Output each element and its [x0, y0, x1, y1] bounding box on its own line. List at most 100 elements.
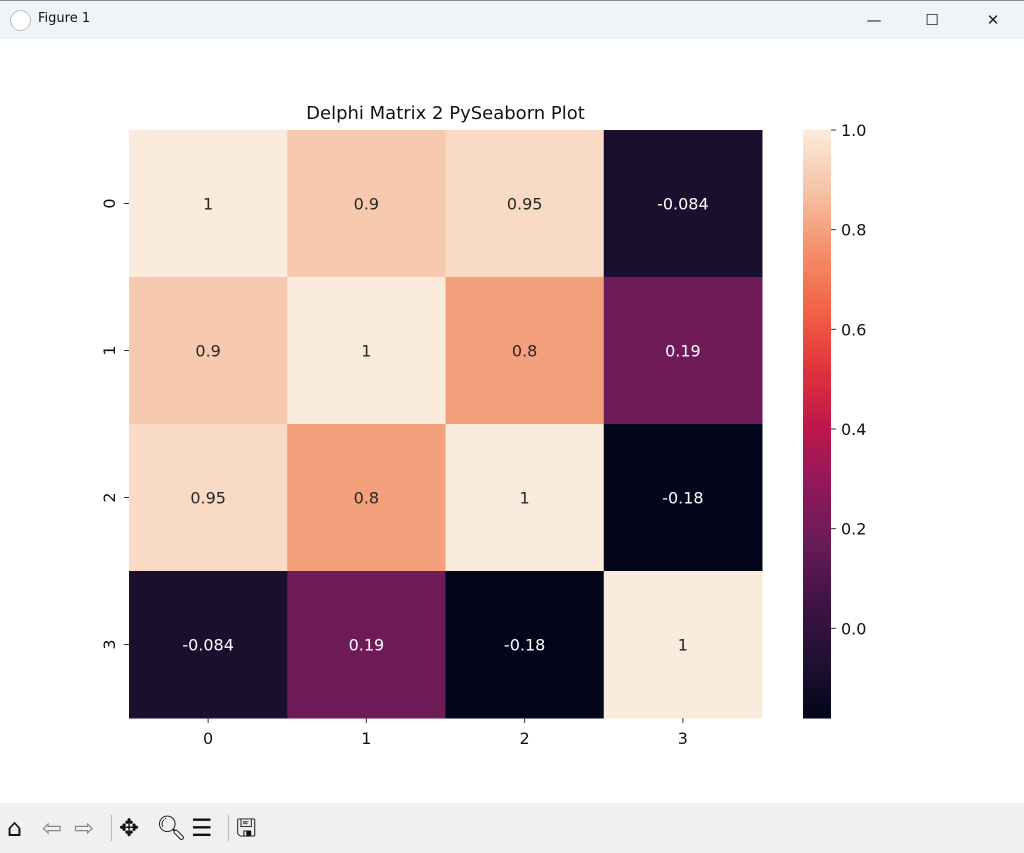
home-icon[interactable]: ⌂	[7, 814, 23, 842]
colorbar-segment	[803, 276, 831, 279]
colorbar-segment	[803, 466, 831, 469]
colorbar-segment	[803, 266, 831, 269]
heatmap-cell	[287, 277, 446, 425]
colorbar-segment	[803, 188, 831, 191]
heatmap-cell	[287, 571, 446, 719]
colorbar-segment	[803, 192, 831, 195]
colorbar-segment	[803, 474, 831, 477]
colorbar-segment	[803, 146, 831, 149]
zoom-icon[interactable]: 🔍︎	[156, 814, 187, 842]
colorbar-segment	[803, 506, 831, 509]
colorbar-segment	[803, 348, 831, 351]
colorbar-segment	[803, 490, 831, 493]
colorbar-segment	[803, 422, 831, 425]
colorbar-segment	[803, 456, 831, 459]
back-icon[interactable]: ⇦	[42, 814, 63, 842]
colorbar-segment	[803, 688, 831, 691]
colorbar-segment	[803, 448, 831, 451]
colorbar-segment	[803, 444, 831, 447]
toolbar-separator	[228, 815, 229, 841]
cell-annotation: -0.084	[182, 636, 234, 655]
colorbar-segment	[803, 334, 831, 337]
colorbar-segment	[803, 536, 831, 539]
colorbar-segment	[803, 610, 831, 613]
colorbar-segment	[803, 486, 831, 489]
colorbar-segment	[803, 670, 831, 673]
colorbar-segment	[803, 516, 831, 519]
colorbar-segment	[803, 182, 831, 185]
colorbar-segment	[803, 344, 831, 347]
colorbar-segment	[803, 220, 831, 223]
colorbar-segment	[803, 200, 831, 203]
forward-icon[interactable]: ⇨	[74, 814, 95, 842]
colorbar-segment	[803, 542, 831, 545]
colorbar-segment	[803, 590, 831, 593]
colorbar-segment	[803, 652, 831, 655]
colorbar-segment	[803, 406, 831, 409]
save-icon[interactable]: 🖫	[236, 814, 257, 842]
heatmap-cell	[287, 130, 446, 278]
colorbar-segment	[803, 368, 831, 371]
colorbar-segment	[803, 410, 831, 413]
colorbar-segment	[803, 582, 831, 585]
colorbar-segment	[803, 208, 831, 211]
heatmap-cell	[603, 277, 763, 425]
colorbar-segment	[803, 580, 831, 583]
colorbar-segment	[803, 308, 831, 311]
colorbar-segment	[803, 286, 831, 289]
cell-annotation: 1	[361, 342, 371, 361]
colorbar-segment	[803, 268, 831, 271]
colorbar-segment	[803, 170, 831, 173]
colorbar-segment	[803, 612, 831, 615]
colorbar-segment	[803, 168, 831, 171]
colorbar-segment	[803, 606, 831, 609]
colorbar-segment	[803, 560, 831, 563]
colorbar-segment	[803, 696, 831, 699]
configure-subplots-icon[interactable]: ☰	[191, 814, 213, 842]
close-button[interactable]: ✕	[986, 11, 1000, 29]
colorbar-segment	[803, 316, 831, 319]
colorbar-segment	[803, 310, 831, 313]
colorbar-segment	[803, 164, 831, 167]
colorbar-segment	[803, 584, 831, 587]
colorbar-segment	[803, 546, 831, 549]
colorbar-segment	[803, 468, 831, 471]
heatmap-cell	[445, 424, 605, 572]
colorbar-segment	[803, 442, 831, 445]
colorbar-segment	[803, 380, 831, 383]
colorbar-segment	[803, 556, 831, 559]
colorbar-segment	[803, 256, 831, 259]
heatmap-cell	[445, 130, 605, 278]
colorbar-segment	[803, 366, 831, 369]
colorbar-segment	[803, 330, 831, 333]
colorbar-segment	[803, 438, 831, 441]
colorbar-segment	[803, 596, 831, 599]
cell-annotation: 0.9	[195, 342, 220, 361]
heatmap-cell	[129, 571, 288, 719]
colorbar-segment	[803, 550, 831, 553]
colorbar-segment	[803, 636, 831, 639]
maximize-button[interactable]: ☐	[925, 11, 939, 29]
colorbar-segment	[803, 364, 831, 367]
colorbar-segment	[803, 712, 831, 715]
pan-icon[interactable]: ✥	[119, 814, 140, 842]
colorbar-segment	[803, 194, 831, 197]
y-tick-label: 2	[100, 492, 119, 502]
minimize-button[interactable]: —	[866, 11, 882, 29]
colorbar-segment	[803, 662, 831, 665]
colorbar-tick-label: 0.2	[841, 520, 866, 539]
x-tick-label: 3	[678, 729, 688, 748]
colorbar-segment	[803, 346, 831, 349]
heatmap-cell	[445, 571, 605, 719]
colorbar-segment	[803, 134, 831, 137]
colorbar-segment	[803, 526, 831, 529]
colorbar-segment	[803, 528, 831, 531]
colorbar-segment	[803, 416, 831, 419]
colorbar-segment	[803, 464, 831, 467]
x-tick-label: 2	[520, 729, 530, 748]
colorbar-segment	[803, 210, 831, 213]
colorbar-segment	[803, 234, 831, 237]
colorbar-segment	[803, 478, 831, 481]
cell-annotation: 1	[678, 636, 688, 655]
colorbar-segment	[803, 544, 831, 547]
